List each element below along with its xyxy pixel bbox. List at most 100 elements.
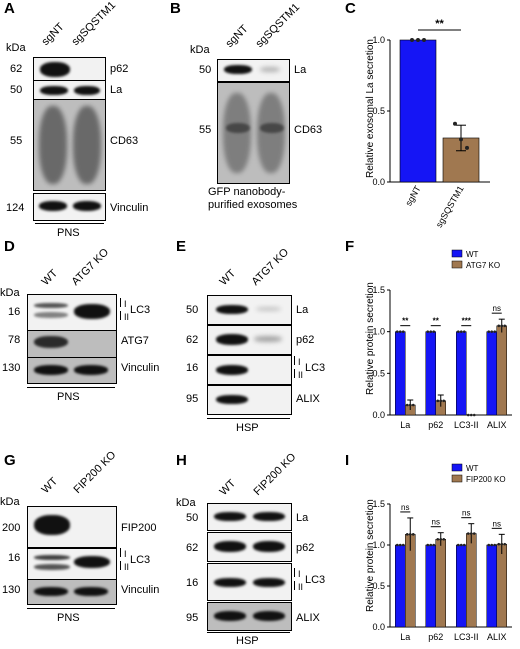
panel-i-bar (486, 544, 497, 628)
panel-d-lane-2: ATG7 KO (69, 246, 112, 288)
panel-h-protein-la: La (296, 512, 309, 524)
panel-i-chart: Relative protein secretion 0.0 0.5 1.0 1.5 L… (365, 463, 512, 642)
panel-g-blot-fip200 (27, 506, 117, 548)
panel-d-lc3-ii: II (124, 312, 130, 322)
panel-c-ytick-label: 0.5 (372, 106, 385, 116)
panel-g-blot-vinculin (27, 579, 117, 605)
panel-i-bar (425, 544, 436, 628)
panel-i-point (426, 543, 430, 547)
panel-i-bar (456, 544, 467, 628)
panel-i-point (405, 533, 409, 536)
panel-h-lc3-ii: II (298, 582, 304, 592)
panel-i-point (439, 537, 443, 541)
panel-b-caption-1: GFP nanobody- (208, 186, 286, 198)
panel-f-bar (486, 331, 497, 416)
panel-b-kda: kDa (190, 44, 210, 56)
panel-c-letter: C (345, 0, 356, 17)
panel-f-point (398, 330, 402, 333)
panel-c-point (422, 38, 426, 42)
panel-i-letter: I (345, 452, 350, 469)
panel-f-point (408, 403, 412, 407)
panel-e-protein-lc3: LC3 (305, 362, 326, 374)
panel-e-letter: E (176, 238, 187, 255)
panel-f-point (436, 399, 440, 403)
panel-f-point (497, 324, 501, 328)
panel-f-point (432, 330, 436, 333)
panel-b-protein-cd63: CD63 (294, 124, 323, 136)
panel-i-point (469, 532, 473, 535)
panel-a-protein-cd63: CD63 (110, 135, 139, 147)
panel-e-lane-2: ATG7 KO (249, 246, 292, 288)
panel-d-fraction: PNS (57, 391, 80, 403)
panel-i-point (466, 532, 470, 535)
panel-f-xtick-label: La (400, 420, 410, 430)
panel-d-protein-atg7: ATG7 (121, 335, 149, 347)
panel-i-point (456, 543, 460, 547)
panel-f-point (426, 330, 430, 333)
panel-a-fraction: PNS (57, 227, 80, 239)
panel-i-point (395, 543, 399, 547)
panel-b-letter: B (170, 0, 181, 17)
panel-i-point (429, 543, 433, 547)
panel-g-protein-vinculin: Vinculin (121, 584, 160, 596)
panel-b-protein-la: La (294, 64, 307, 76)
panel-i-xtick-label: LC3-II (454, 632, 479, 642)
panel-i-legend-label: FIP200 KO (466, 475, 506, 484)
panel-c-sig-label: ** (435, 18, 444, 30)
panel-b-lane-1: sgNT (223, 22, 251, 50)
panel-i-point (432, 543, 436, 547)
panel-f-legend-swatch (451, 260, 463, 269)
panel-d-lc3-i: I (124, 299, 127, 309)
panel-i-xtick-label: ALIX (487, 632, 507, 642)
panel-h-blot-lc3 (207, 563, 292, 601)
panel-f-ytick-label: 1.0 (372, 327, 385, 337)
panel-i-legend-swatch (451, 474, 463, 483)
panel-h-kda: kDa (176, 497, 196, 509)
panel-f-ytick-label: 1.5 (372, 285, 385, 295)
panel-a-mw-vinculin: 124 (6, 202, 25, 214)
panel-d-letter: D (4, 238, 15, 255)
panel-a-protein-vinculin: Vinculin (110, 202, 149, 214)
panel-b-lane-2: sgSQSTM1 (253, 1, 303, 50)
panel-a-blot-p62 (33, 57, 106, 84)
panel-i-ylabel: Relative protein secretion (365, 499, 376, 612)
panel-g-mw-vinculin: 130 (2, 584, 21, 596)
panel-d-mw-vinculin: 130 (2, 362, 21, 374)
panel-f-sig-label: ** (402, 317, 409, 326)
panel-a-mw-cd63: 55 (10, 135, 23, 147)
panel-i-point (459, 543, 463, 547)
panel-d-blot-vinculin (27, 357, 117, 384)
panel-g-protein-lc3: LC3 (130, 554, 151, 566)
panel-g-letter: G (4, 452, 16, 469)
panel-h-letter: H (176, 452, 187, 469)
panel-f-sig-label: *** (462, 317, 472, 326)
panel-f-point (462, 330, 466, 333)
panel-i-point (497, 542, 501, 546)
panel-e-lc3-ii: II (298, 370, 304, 380)
panel-f-point (503, 324, 507, 328)
panel-h-blot-la (207, 503, 292, 531)
panel-e-protein-p62: p62 (296, 334, 315, 346)
panel-b-mw-cd63: 55 (199, 124, 212, 136)
panel-h-blot-alix (207, 602, 292, 631)
panel-g-protein-fip200: FIP200 (121, 522, 157, 534)
panel-i-point (398, 543, 402, 547)
panel-c-point (459, 137, 463, 142)
panel-h-fraction: HSP (236, 635, 259, 647)
panel-d-mw-lc3: 16 (8, 306, 21, 318)
panel-f-point (487, 330, 491, 333)
panel-d-kda: kDa (0, 287, 20, 299)
panel-a-lane-1: sgNT (39, 20, 67, 48)
panel-e-lane-1: WT (217, 267, 239, 288)
panel-h-protein-alix: ALIX (296, 612, 320, 624)
panel-f-point (405, 403, 409, 407)
panel-f-legend-swatch (451, 249, 463, 258)
panel-f-point (395, 330, 399, 333)
panel-g-mw-lc3: 16 (8, 552, 21, 564)
panel-f-point (466, 413, 470, 417)
panel-i-bar (496, 543, 507, 628)
panel-f-point (439, 399, 443, 403)
panel-g-lane-2: FIP200 KO (71, 449, 119, 496)
panel-h-blot-p62 (207, 532, 292, 562)
panel-e-mw-p62: 62 (186, 334, 199, 346)
